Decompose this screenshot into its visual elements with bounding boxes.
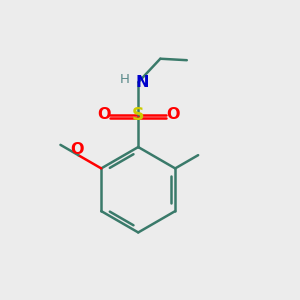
- Text: N: N: [135, 75, 148, 90]
- Text: O: O: [166, 107, 179, 122]
- Text: O: O: [70, 142, 84, 158]
- Text: O: O: [97, 107, 110, 122]
- Text: H: H: [120, 74, 130, 86]
- Text: S: S: [132, 106, 145, 124]
